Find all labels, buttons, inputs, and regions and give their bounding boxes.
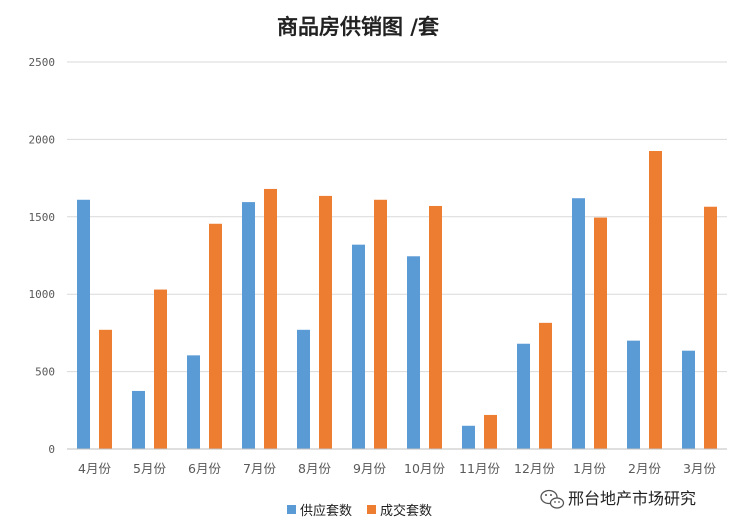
bar-supply-6 xyxy=(352,244,365,449)
bar-supply-3 xyxy=(187,355,200,449)
y-tick-label: 2000 xyxy=(29,133,56,146)
bar-sold-1 xyxy=(99,329,112,449)
x-category-label: 2月份 xyxy=(628,461,661,476)
legend-swatch-sold xyxy=(367,505,376,514)
y-tick-label: 0 xyxy=(48,443,55,456)
x-category-label: 8月份 xyxy=(298,461,331,476)
bar-sold-10 xyxy=(594,217,607,449)
legend-label-sold: 成交套数 xyxy=(380,503,432,519)
bar-sold-4 xyxy=(264,188,277,449)
bar-sold-12 xyxy=(704,206,717,449)
watermark: 邢台地产市场研究 xyxy=(540,489,696,509)
wechat-icon xyxy=(540,489,565,509)
x-category-label: 5月份 xyxy=(133,461,166,476)
bar-supply-7 xyxy=(407,256,420,449)
bar-supply-12 xyxy=(682,350,695,449)
watermark-text: 邢台地产市场研究 xyxy=(568,489,696,508)
bar-supply-11 xyxy=(627,340,640,449)
bar-supply-4 xyxy=(242,202,255,449)
x-category-label: 9月份 xyxy=(353,461,386,476)
legend-swatch-supply xyxy=(287,505,296,514)
bar-sold-3 xyxy=(209,223,222,449)
y-tick-label: 500 xyxy=(35,366,55,379)
x-category-label: 7月份 xyxy=(243,461,276,476)
x-category-label: 12月份 xyxy=(514,461,555,476)
legend: 供应套数 成交套数 xyxy=(287,503,432,519)
y-axis-ticks: 0 500 1000 1500 2000 2500 xyxy=(29,56,56,456)
bar-sold-9 xyxy=(539,322,552,449)
x-category-label: 10月份 xyxy=(404,461,445,476)
x-category-label: 6月份 xyxy=(188,461,221,476)
gridlines xyxy=(67,61,727,373)
bar-sold-7 xyxy=(429,205,442,449)
bar-supply-5 xyxy=(297,329,310,449)
bar-sold-11 xyxy=(649,151,662,449)
bar-supply-10 xyxy=(572,198,585,449)
legend-label-supply: 供应套数 xyxy=(300,503,352,519)
bar-sold-8 xyxy=(484,414,497,449)
y-tick-label: 1500 xyxy=(29,211,56,224)
bar-supply-9 xyxy=(517,343,530,449)
bar-sold-6 xyxy=(374,199,387,449)
bars xyxy=(77,151,717,449)
bar-supply-2 xyxy=(132,390,145,449)
x-axis-categories: 4月份 5月份 6月份 7月份 8月份 9月份 10月份 11月份 12月份 1月份 2月份 3月份 xyxy=(78,461,716,476)
x-category-label: 1月份 xyxy=(573,461,606,476)
x-category-label: 3月份 xyxy=(683,461,716,476)
y-tick-label: 2500 xyxy=(29,56,56,69)
bar-supply-8 xyxy=(462,425,475,449)
x-category-label: 11月份 xyxy=(459,461,500,476)
x-category-label: 4月份 xyxy=(78,461,111,476)
y-tick-label: 1000 xyxy=(29,288,56,301)
bar-sold-2 xyxy=(154,289,167,449)
bar-supply-1 xyxy=(77,199,90,449)
bar-sold-5 xyxy=(319,195,332,449)
chart-title: 商品房供销图 /套 xyxy=(277,15,439,39)
